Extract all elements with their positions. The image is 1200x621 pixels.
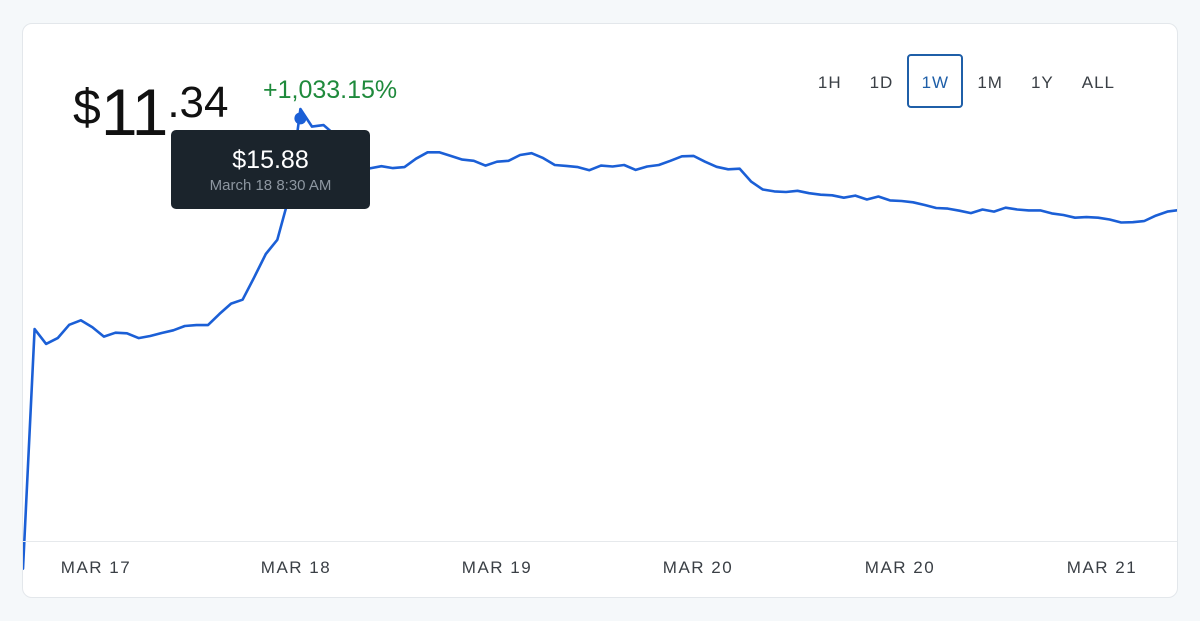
current-price: $11.34 (73, 74, 229, 150)
range-button-1w[interactable]: 1W (907, 54, 964, 108)
price-decimal: .34 (167, 78, 229, 127)
range-button-all[interactable]: ALL (1081, 73, 1115, 92)
x-tick-label: MAR 18 (260, 558, 332, 577)
price-line-chart[interactable] (23, 24, 1178, 598)
x-tick-label: MAR 21 (1066, 558, 1138, 577)
time-range-selector: 1H 1D 1W 1M 1Y ALL (804, 54, 1129, 108)
x-tick-label: MAR 20 (864, 558, 936, 577)
price-currency: $ (73, 79, 101, 135)
hover-tooltip: $15.88 March 18 8:30 AM (171, 130, 370, 209)
price-integer: 11 (100, 75, 169, 149)
x-tick-label: MAR 17 (60, 558, 132, 577)
x-tick-label: MAR 20 (662, 558, 734, 577)
range-button-1d[interactable]: 1D (869, 73, 894, 92)
range-button-1m[interactable]: 1M (977, 73, 1003, 92)
price-change-percent: +1,033.15% (263, 76, 398, 104)
x-tick-label: MAR 19 (461, 558, 533, 577)
x-axis-line (23, 541, 1177, 542)
tooltip-value: $15.88 (232, 146, 309, 174)
range-button-1y[interactable]: 1Y (1030, 73, 1054, 92)
price-chart-card: $11.34 +1,033.15% 1H 1D 1W 1M 1Y ALL $15.88 M… (22, 23, 1178, 598)
tooltip-date: March 18 8:30 AM (209, 177, 332, 194)
price-series-line (23, 107, 1177, 570)
hover-point-marker (294, 112, 307, 125)
range-button-1h[interactable]: 1H (817, 73, 842, 92)
